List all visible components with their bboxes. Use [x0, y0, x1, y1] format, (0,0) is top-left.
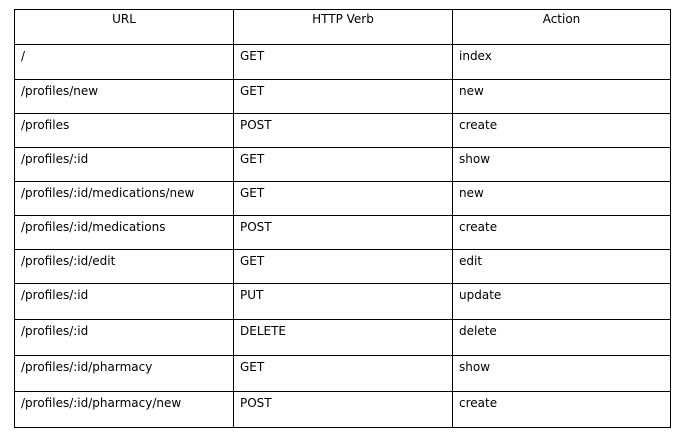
verb-cell: GET	[233, 79, 453, 114]
url-cell: /profiles/:id	[14, 283, 234, 320]
table-row: / GET index	[14, 44, 671, 80]
url-cell: /	[14, 44, 234, 80]
table-row: /profiles/:id/pharmacy/new POST create	[14, 391, 671, 428]
table-row: /profiles/new GET new	[14, 79, 671, 114]
action-cell: create	[452, 113, 671, 148]
header-action: Action	[452, 9, 671, 45]
url-cell: /profiles/:id	[14, 147, 234, 182]
verb-cell: POST	[233, 391, 453, 428]
table-row: /profiles/:id PUT update	[14, 283, 671, 320]
table-row: /profiles/:id/medications/new GET new	[14, 181, 671, 216]
table-row: /profiles/:id/edit GET edit	[14, 249, 671, 284]
url-cell: /profiles/new	[14, 79, 234, 114]
url-cell: /profiles/:id/pharmacy/new	[14, 391, 234, 428]
header-http-verb: HTTP Verb	[233, 9, 453, 45]
action-cell: index	[452, 44, 671, 80]
action-cell: update	[452, 283, 671, 320]
action-cell: show	[452, 355, 671, 392]
url-cell: /profiles	[14, 113, 234, 148]
table-row: /profiles POST create	[14, 113, 671, 148]
routes-table: URL HTTP Verb Action / GET index /profil…	[14, 9, 671, 428]
url-cell: /profiles/:id/pharmacy	[14, 355, 234, 392]
action-cell: show	[452, 147, 671, 182]
url-cell: /profiles/:id	[14, 319, 234, 356]
table-row: /profiles/:id GET show	[14, 147, 671, 182]
action-cell: new	[452, 79, 671, 114]
table-row: /profiles/:id DELETE delete	[14, 319, 671, 356]
verb-cell: POST	[233, 113, 453, 148]
url-cell: /profiles/:id/medications/new	[14, 181, 234, 216]
action-cell: create	[452, 391, 671, 428]
table-row: /profiles/:id/pharmacy GET show	[14, 355, 671, 392]
verb-cell: GET	[233, 355, 453, 392]
verb-cell: GET	[233, 249, 453, 284]
url-cell: /profiles/:id/edit	[14, 249, 234, 284]
verb-cell: DELETE	[233, 319, 453, 356]
action-cell: create	[452, 215, 671, 250]
action-cell: edit	[452, 249, 671, 284]
url-cell: /profiles/:id/medications	[14, 215, 234, 250]
verb-cell: GET	[233, 147, 453, 182]
action-cell: new	[452, 181, 671, 216]
action-cell: delete	[452, 319, 671, 356]
verb-cell: GET	[233, 181, 453, 216]
table-header-row: URL HTTP Verb Action	[14, 9, 671, 45]
header-url: URL	[14, 9, 234, 45]
verb-cell: GET	[233, 44, 453, 80]
verb-cell: POST	[233, 215, 453, 250]
verb-cell: PUT	[233, 283, 453, 320]
table-row: /profiles/:id/medications POST create	[14, 215, 671, 250]
